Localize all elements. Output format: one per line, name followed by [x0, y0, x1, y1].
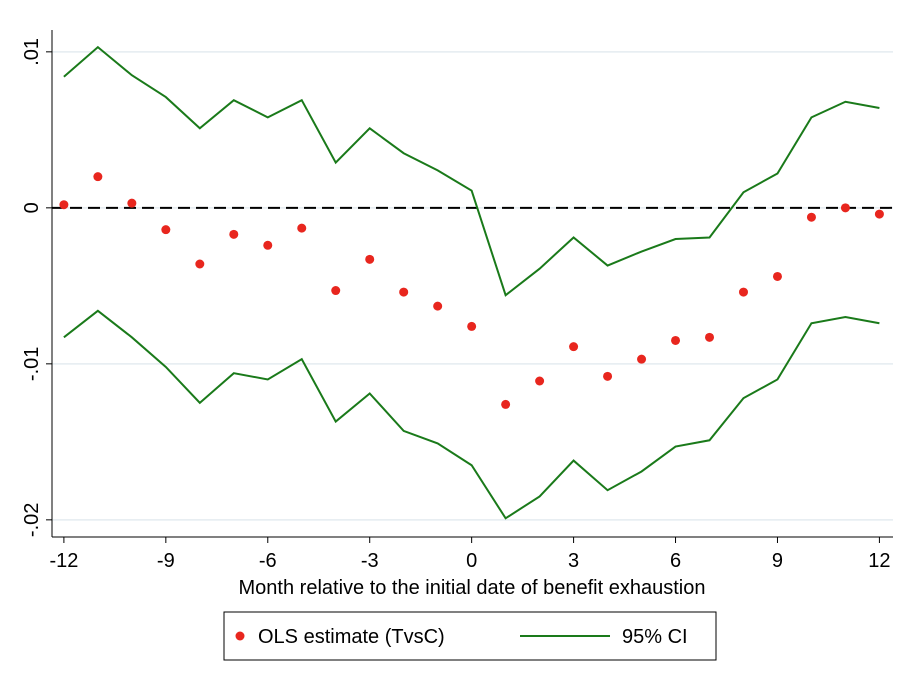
point [738, 287, 748, 297]
point [806, 212, 816, 222]
x-tick-label: 12 [868, 550, 890, 572]
point [297, 223, 307, 233]
x-tick-label: -6 [259, 550, 277, 572]
x-tick-label: 6 [670, 550, 681, 572]
legend-label: OLS estimate (TvsC) [258, 626, 445, 648]
point [93, 172, 103, 182]
point [840, 203, 850, 213]
point [772, 271, 782, 281]
point [229, 229, 239, 239]
point [637, 354, 647, 364]
point [59, 200, 69, 210]
legend-marker [235, 631, 245, 641]
point [365, 254, 375, 264]
y-tick-label: -.01 [21, 347, 43, 381]
y-tick-label: .01 [21, 38, 43, 66]
point [127, 198, 137, 208]
ci-line [63, 309, 880, 520]
legend-box [223, 611, 717, 661]
point [535, 376, 545, 386]
x-tick-label: 3 [568, 550, 579, 572]
point [399, 287, 409, 297]
point [603, 371, 613, 381]
ci-line [63, 45, 880, 297]
x-tick-label: 0 [466, 550, 477, 572]
point [195, 259, 205, 269]
point [671, 335, 681, 345]
point [569, 342, 579, 352]
point [263, 240, 273, 250]
point [331, 286, 341, 296]
y-tick-label: 0 [21, 202, 43, 213]
point [467, 321, 477, 331]
point [705, 332, 715, 342]
legend-label: 95% CI [622, 626, 688, 648]
y-tick-label: -.02 [21, 503, 43, 537]
point [161, 225, 171, 235]
point [874, 209, 884, 219]
x-tick-label: 9 [772, 550, 783, 572]
x-tick-label: -3 [361, 550, 379, 572]
x-tick-label: -12 [49, 550, 78, 572]
x-axis-label: Month relative to the initial date of be… [239, 577, 706, 599]
point [433, 301, 443, 311]
x-tick-label: -9 [157, 550, 175, 572]
point [501, 399, 511, 409]
